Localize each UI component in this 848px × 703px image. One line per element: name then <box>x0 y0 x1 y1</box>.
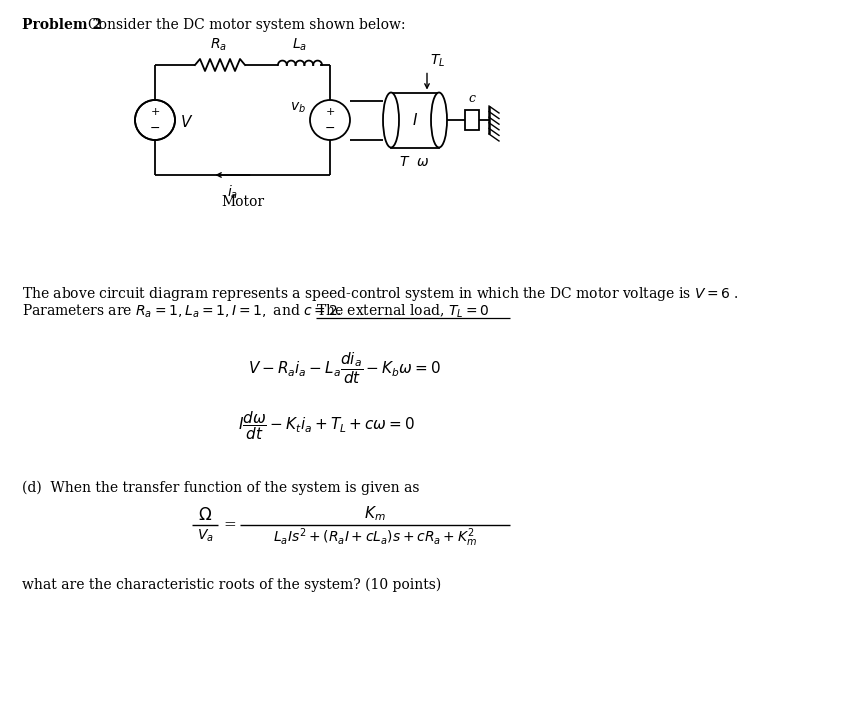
Text: c: c <box>468 92 476 105</box>
Text: $L_a Is^2+(R_a I+cL_a)s+cR_a+K_m^2$: $L_a Is^2+(R_a I+cL_a)s+cR_a+K_m^2$ <box>273 527 477 549</box>
Text: $V$: $V$ <box>180 114 193 130</box>
Text: $K_m$: $K_m$ <box>364 505 386 523</box>
Text: what are the characteristic roots of the system? (10 points): what are the characteristic roots of the… <box>22 578 441 593</box>
Text: $I$: $I$ <box>412 112 418 128</box>
Circle shape <box>135 100 175 140</box>
Text: $v_b$: $v_b$ <box>290 101 306 115</box>
Text: $T$: $T$ <box>399 155 410 169</box>
Text: $\omega$: $\omega$ <box>416 155 429 169</box>
Text: The above circuit diagram represents a speed-control system in which the DC moto: The above circuit diagram represents a s… <box>22 285 739 303</box>
Text: Problem 2: Problem 2 <box>22 18 102 32</box>
Text: =: = <box>223 518 236 532</box>
Text: $i_a$: $i_a$ <box>227 184 238 201</box>
Text: $I\dfrac{d\omega}{dt} - K_t i_a + T_L + c\omega = 0$: $I\dfrac{d\omega}{dt} - K_t i_a + T_L + … <box>238 409 415 441</box>
Text: +: + <box>150 107 159 117</box>
Ellipse shape <box>431 93 447 148</box>
Text: $L_a$: $L_a$ <box>293 37 308 53</box>
Text: Consider the DC motor system shown below:: Consider the DC motor system shown below… <box>88 18 405 32</box>
Text: −: − <box>150 122 160 134</box>
Text: $\Omega$: $\Omega$ <box>198 508 212 524</box>
Text: $R_a$: $R_a$ <box>209 37 226 53</box>
Text: The external load, $T_L = 0$: The external load, $T_L = 0$ <box>316 303 489 321</box>
Text: Parameters are $R_a = 1, L_a = 1, I = 1,$ and $c = 2$.: Parameters are $R_a = 1, L_a = 1, I = 1,… <box>22 303 343 321</box>
Text: −: − <box>325 122 335 134</box>
Ellipse shape <box>383 93 399 148</box>
Text: +: + <box>326 107 335 117</box>
Text: (d)  When the transfer function of the system is given as: (d) When the transfer function of the sy… <box>22 481 420 496</box>
Text: Motor: Motor <box>221 195 264 209</box>
Text: $V - R_a i_a - L_a \dfrac{di_a}{dt} - K_b\omega = 0$: $V - R_a i_a - L_a \dfrac{di_a}{dt} - K_… <box>248 351 441 387</box>
Text: $V_a$: $V_a$ <box>197 528 214 544</box>
Circle shape <box>310 100 350 140</box>
Bar <box>391 93 439 148</box>
Bar <box>465 110 479 130</box>
Text: $T_L$: $T_L$ <box>430 52 445 68</box>
